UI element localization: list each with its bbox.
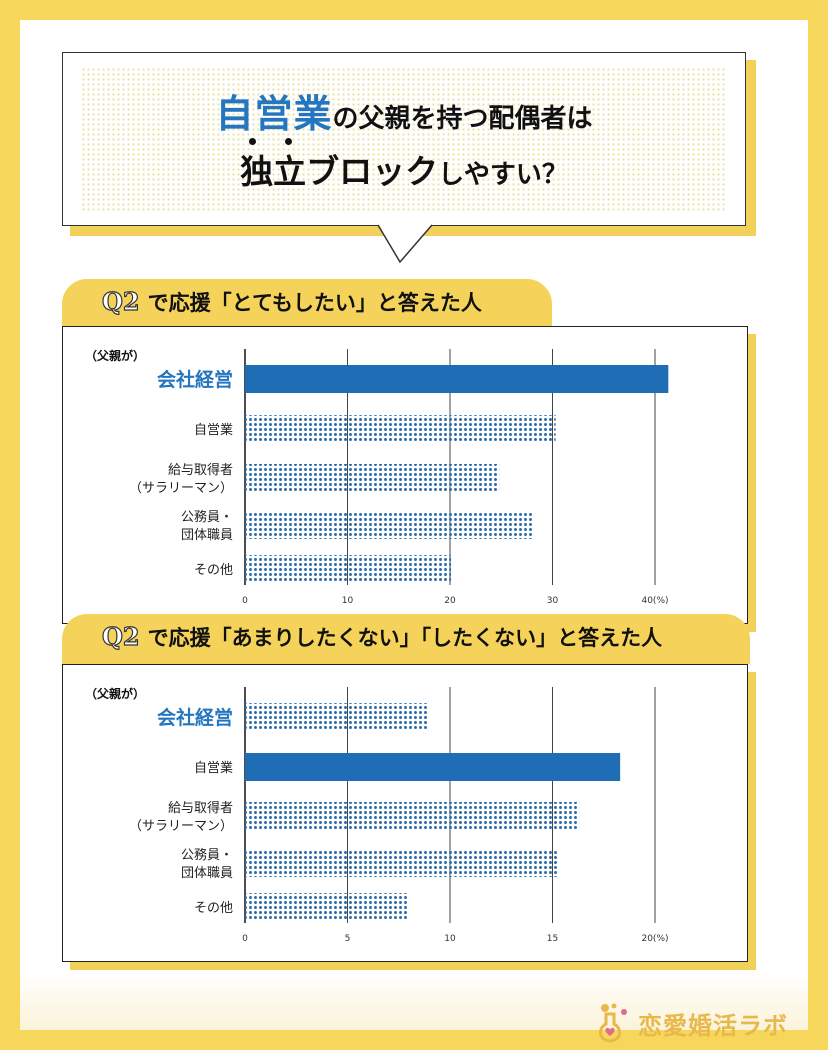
brand-logo: 恋愛婚活ラボ: [594, 1002, 788, 1044]
bar-公務員・団体職員: [245, 849, 559, 877]
x-tick-label: 10: [342, 596, 354, 606]
x-tick-label: 30: [547, 596, 559, 606]
category-label: 自営業: [194, 422, 233, 438]
category-label: 公務員・団体職員: [181, 510, 233, 543]
emphasis-dot: [285, 138, 293, 145]
x-tick-label: 20(%): [641, 934, 668, 944]
bar-会社経営: [245, 703, 428, 731]
category-label: その他: [194, 563, 233, 578]
group-label: （父親が）: [85, 686, 145, 701]
x-tick-label: 5: [345, 934, 351, 944]
x-tick-label: 15: [547, 934, 558, 944]
title-line-1: 自営業の父親を持つ配偶者は: [63, 83, 745, 138]
title-highlight-dokuritsu: 独立ブロック: [240, 138, 438, 191]
category-label: 給与取得者（サラリーマン）: [129, 462, 233, 496]
logo-text: 恋愛婚活ラボ: [638, 1011, 788, 1040]
chart1-banner-text: で応援「とてもしたい」と答えた人: [147, 291, 482, 315]
bar-自営業: [245, 415, 556, 443]
chart1-banner: Q2 で応援「とてもしたい」と答えた人: [62, 279, 552, 329]
bar-その他: [245, 893, 409, 921]
x-tick-label: 20: [444, 596, 456, 606]
title-line1-rest: の父親を持つ配偶者は: [332, 104, 593, 134]
category-label: 自営業: [194, 760, 233, 776]
title-dot-pattern: [81, 67, 727, 211]
speech-bubble-tail: [378, 224, 433, 264]
bar-会社経営: [245, 365, 669, 393]
group-label: （父親が）: [85, 348, 145, 363]
bar-自営業: [245, 753, 621, 781]
title-highlight-jieigyo: 自営業: [215, 92, 333, 136]
category-label: 会社経営: [157, 368, 233, 391]
bar-その他: [245, 555, 452, 583]
category-label: 会社経営: [157, 706, 233, 729]
x-tick-label: 0: [242, 596, 248, 606]
bar-公務員・団体職員: [245, 511, 535, 539]
bar-給与取得者（サラリーマン）: [245, 464, 500, 492]
emphasis-dot: [249, 138, 257, 145]
chart1-panel: （父親が） 会社経営自営業給与取得者（サラリーマン） 公務員・団体職員その他 0 10 2…: [62, 326, 748, 624]
title-line2-rest: しやすい？: [438, 160, 568, 190]
title-box: 自営業の父親を持つ配偶者は 独立ブロックしやすい？: [62, 52, 746, 226]
q2-label: Q2: [101, 286, 140, 316]
chart2-banner: Q2 で応援「あまりしたくない」「したくない」と答えた人: [62, 614, 750, 664]
x-tick-label: 0: [242, 934, 248, 944]
x-tick-label: 10: [444, 934, 456, 944]
x-tick-label: 40(%): [641, 596, 668, 606]
chart2-panel: （父親が） 会社経営自営業給与取得者（サラリーマン） 公務員・団体職員その他 0 5 10…: [62, 664, 748, 962]
flask-heart-icon: [599, 1003, 627, 1043]
q2-label: Q2: [101, 621, 140, 651]
category-label: 給与取得者（サラリーマン）: [129, 800, 233, 834]
bar-給与取得者（サラリーマン）: [245, 802, 580, 830]
category-label: 公務員・団体職員: [181, 848, 233, 881]
chart2-banner-text: で応援「あまりしたくない」「したくない」と答えた人: [147, 626, 663, 650]
title-line-2: 独立ブロックしやすい？: [63, 138, 745, 193]
category-label: その他: [194, 901, 233, 916]
